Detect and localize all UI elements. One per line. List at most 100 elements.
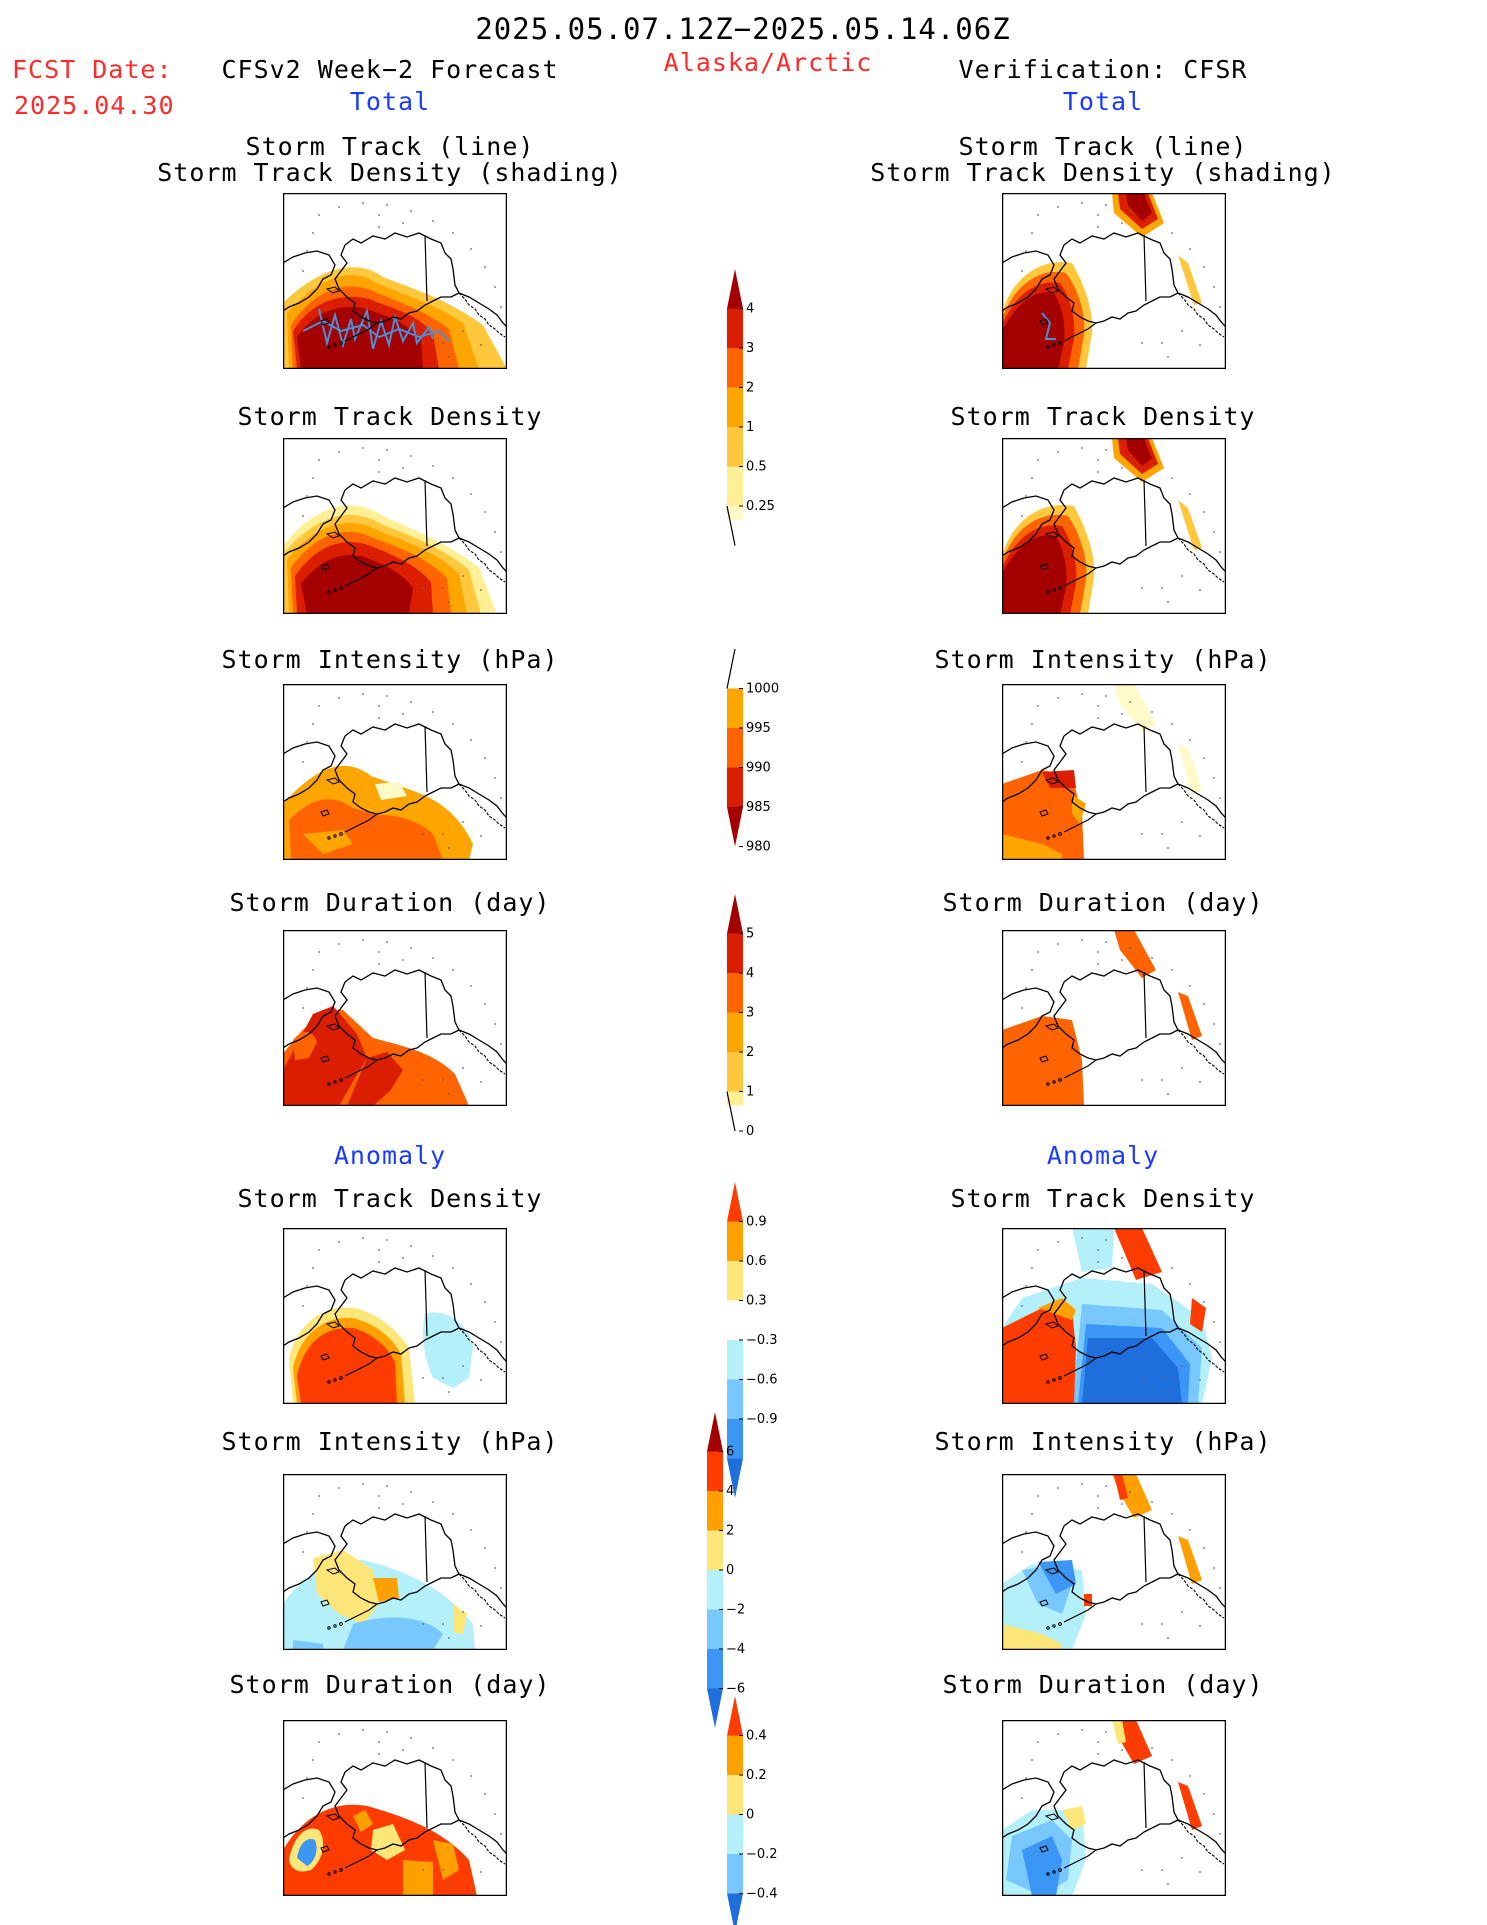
colorbar-tick-label: 1 bbox=[746, 420, 754, 435]
colorbar-bottom-arrow bbox=[727, 1893, 743, 1925]
colorbar-duration: 5 4 3 2 1 0 bbox=[726, 894, 754, 1139]
colorbar-segment bbox=[727, 387, 743, 427]
colorbar-segment bbox=[727, 1775, 743, 1815]
colorbar-tick-label: 995 bbox=[746, 721, 771, 736]
colorbar-tick-label: 4 bbox=[726, 1484, 734, 1499]
colorbar-bottom-arrow bbox=[707, 1688, 723, 1728]
colorbar-segment bbox=[727, 728, 743, 768]
colorbar-tick-label: 0 bbox=[746, 1808, 754, 1823]
map-verification-intensity bbox=[1002, 684, 1226, 860]
map-forecast-intensity bbox=[283, 684, 507, 860]
map-verification-duration bbox=[1002, 930, 1226, 1106]
title-intensity-anom-right: Storm Intensity (hPa) bbox=[934, 1427, 1272, 1456]
colorbar-segment bbox=[727, 1221, 743, 1261]
colorbar-tick-label: 2 bbox=[746, 1045, 754, 1060]
total-label-right: Total bbox=[1062, 87, 1144, 116]
colorbar-segment bbox=[727, 1261, 743, 1301]
colorbar-bottom-arrow bbox=[727, 1458, 743, 1498]
forecast-title: CFSv2 Week−2 Forecast bbox=[221, 55, 559, 84]
colorbar-bottom-arrow bbox=[727, 807, 743, 847]
map-forecast-duration-anomaly bbox=[283, 1720, 507, 1896]
colorbar-segment bbox=[727, 1854, 743, 1894]
verification-title: Verification: CFSR bbox=[958, 55, 1248, 84]
colorbar-tick-label: −0.3 bbox=[746, 1333, 778, 1348]
colorbar-segment bbox=[727, 427, 743, 467]
colorbar-top-arrow bbox=[727, 1696, 743, 1736]
colorbar-segment bbox=[727, 1052, 743, 1092]
colorbar-tick-label: 4 bbox=[746, 302, 754, 317]
colorbar-segment bbox=[727, 1300, 743, 1340]
map-forecast-density-anomaly bbox=[283, 1228, 507, 1404]
colorbar-segment bbox=[727, 308, 743, 348]
colorbar-tick-label: 2 bbox=[746, 381, 754, 396]
colorbar-tick-label: 0.4 bbox=[746, 1729, 767, 1744]
title-track-shading-left: Storm Track Density (shading) bbox=[157, 158, 623, 187]
map-verification-duration-anomaly bbox=[1002, 1720, 1226, 1896]
colorbar-tick-label: −0.9 bbox=[746, 1412, 778, 1427]
colorbar-tick-label: −2 bbox=[726, 1603, 745, 1618]
title-duration-anom-right: Storm Duration (day) bbox=[942, 1670, 1264, 1699]
colorbar-tick-label: 0.9 bbox=[746, 1215, 767, 1230]
colorbar-tick-label: 0.25 bbox=[746, 499, 775, 514]
colorbar-segment bbox=[727, 973, 743, 1013]
map-verification-density-anomaly bbox=[1002, 1228, 1226, 1404]
colorbar-top-arrow bbox=[707, 1412, 723, 1452]
anomaly-label-left: Anomaly bbox=[333, 1141, 447, 1170]
total-label-left: Total bbox=[349, 87, 431, 116]
colorbar-top-arrow bbox=[727, 894, 743, 934]
colorbar-density-anomaly: 0.9 0.6 0.3 −0.3 −0.6 −0.9 bbox=[727, 1182, 778, 1498]
map-verification-intensity-anomaly bbox=[1002, 1474, 1226, 1650]
colorbar-segment bbox=[707, 1609, 723, 1649]
colorbar-segment bbox=[727, 1012, 743, 1052]
map-forecast-density bbox=[283, 438, 507, 614]
colorbar-tick-label: 1 bbox=[746, 1085, 754, 1100]
colorbar-density: 4 3 2 1 0.5 0.25 bbox=[726, 269, 775, 546]
colorbar-top-open bbox=[726, 648, 736, 689]
colorbar-segment bbox=[727, 506, 743, 520]
colorbar-segment bbox=[727, 688, 743, 728]
title-density-anom-left: Storm Track Density bbox=[237, 1184, 543, 1213]
colorbar-top-arrow bbox=[727, 1182, 743, 1222]
title-intensity-right: Storm Intensity (hPa) bbox=[934, 645, 1272, 674]
colorbar-segment bbox=[707, 1451, 723, 1491]
fcst-date-value: 2025.04.30 bbox=[14, 91, 175, 120]
title-track-line-left: Storm Track (line) bbox=[245, 132, 535, 161]
map-forecast-track bbox=[283, 193, 507, 369]
colorbar-duration-anomaly: 0.4 0.2 0 −0.2 −0.4 bbox=[727, 1696, 778, 1925]
fcst-date-label: FCST Date: bbox=[12, 55, 173, 84]
anomaly-label-right: Anomaly bbox=[1046, 1141, 1160, 1170]
title-intensity-anom-left: Storm Intensity (hPa) bbox=[221, 1427, 559, 1456]
colorbar-tick-label: −0.2 bbox=[746, 1847, 778, 1862]
map-forecast-intensity-anomaly bbox=[283, 1474, 507, 1650]
colorbar-tick-label: 4 bbox=[746, 966, 754, 981]
colorbar-tick-label: −0.4 bbox=[746, 1887, 778, 1902]
colorbar-tick-label: 6 bbox=[726, 1445, 734, 1460]
map-verification-track bbox=[1002, 193, 1226, 369]
colorbar-segment bbox=[727, 348, 743, 388]
colorbar-tick-label: −6 bbox=[726, 1682, 745, 1697]
title-duration-anom-left: Storm Duration (day) bbox=[229, 1670, 551, 1699]
colorbar-intensity: 1000 995 990 985 980 bbox=[726, 648, 779, 855]
map-forecast-duration bbox=[283, 930, 507, 1106]
colorbar-segment bbox=[727, 1340, 743, 1380]
colorbar-segment bbox=[727, 1735, 743, 1775]
title-density-anom-right: Storm Track Density bbox=[950, 1184, 1256, 1213]
colorbar-bottom-open bbox=[726, 1091, 736, 1132]
colorbar-tick-label: 0.5 bbox=[746, 460, 767, 475]
colorbar-segment bbox=[727, 1379, 743, 1419]
colorbar-tick-label: 985 bbox=[746, 800, 771, 815]
colorbar-segment bbox=[707, 1570, 723, 1610]
colorbar-tick-label: −0.6 bbox=[746, 1373, 778, 1388]
title-track-shading-right: Storm Track Density (shading) bbox=[870, 158, 1336, 187]
colorbar-tick-label: 2 bbox=[726, 1524, 734, 1539]
colorbar-bottom-open bbox=[726, 505, 736, 546]
colorbar-tick-label: 980 bbox=[746, 840, 771, 855]
title-duration-left: Storm Duration (day) bbox=[229, 888, 551, 917]
colorbar-segment bbox=[727, 1091, 743, 1106]
colorbar-tick-label: 0.3 bbox=[746, 1294, 767, 1309]
colorbar-segment bbox=[727, 933, 743, 973]
colorbar-tick-label: −4 bbox=[726, 1642, 745, 1657]
title-duration-right: Storm Duration (day) bbox=[942, 888, 1264, 917]
colorbar-segment bbox=[707, 1491, 723, 1531]
colorbar-tick-label: 3 bbox=[746, 341, 754, 356]
